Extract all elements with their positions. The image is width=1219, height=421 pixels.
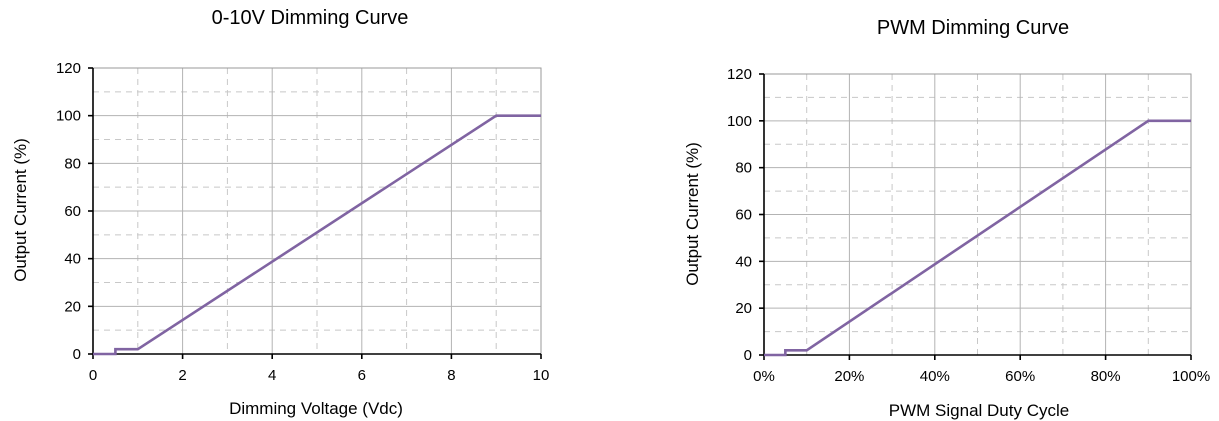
x-tick-label: 80% — [1091, 368, 1121, 385]
x-tick-label: 100% — [1172, 368, 1210, 385]
x-tick-label: 2 — [178, 367, 186, 384]
y-tick-label: 40 — [735, 253, 752, 270]
y-tick-label: 100 — [727, 113, 752, 130]
y-tick-label: 60 — [64, 203, 81, 220]
y-tick-label: 80 — [735, 160, 752, 177]
y-tick-label: 60 — [735, 207, 752, 224]
x-tick-label: 10 — [533, 367, 550, 384]
y-axis-label: Output Current (%) — [683, 142, 702, 286]
x-tick-label: 6 — [358, 367, 366, 384]
x-tick-label: 4 — [268, 367, 276, 384]
x-tick-label: 0% — [753, 368, 775, 385]
x-tick-label: 0 — [89, 367, 97, 384]
y-tick-label: 100 — [56, 108, 81, 125]
y-tick-label: 0 — [744, 347, 752, 364]
chart-title: 0-10V Dimming Curve — [212, 7, 409, 29]
voltage-dimming-chart: 0 2 4 6 8 10 0 20 40 60 80 100 120 0-10V Dimming Cur… — [0, 0, 600, 421]
y-axis-label: Output Current (%) — [11, 138, 30, 282]
x-tick-label: 60% — [1005, 368, 1035, 385]
y-tick-label: 80 — [64, 155, 81, 172]
x-tick-label: 40% — [920, 368, 950, 385]
series-line — [764, 119, 1191, 357]
y-tick-label: 20 — [735, 300, 752, 317]
x-axis-label: Dimming Voltage (Vdc) — [229, 399, 403, 418]
y-tick-label: 20 — [64, 298, 81, 315]
plot-area: 0% 20% 40% 60% 80% 100% 0 20 40 60 80 100 120 — [727, 66, 1210, 385]
y-tick-label: 0 — [73, 346, 81, 363]
series-line — [93, 114, 541, 356]
x-tick-label: 8 — [447, 367, 455, 384]
x-axis-label: PWM Signal Duty Cycle — [889, 401, 1069, 420]
pwm-dimming-chart: 0% 20% 40% 60% 80% 100% 0 20 40 60 80 100 120 PWM Di… — [660, 0, 1219, 421]
chart-title: PWM Dimming Curve — [877, 17, 1069, 39]
y-tick-label: 120 — [56, 60, 81, 77]
y-tick-label: 120 — [727, 66, 752, 83]
pwm-dimming-chart-svg: 0% 20% 40% 60% 80% 100% 0 20 40 60 80 100 120 PWM Di… — [683, 17, 1210, 420]
y-tick-label: 40 — [64, 251, 81, 268]
x-tick-label: 20% — [834, 368, 864, 385]
